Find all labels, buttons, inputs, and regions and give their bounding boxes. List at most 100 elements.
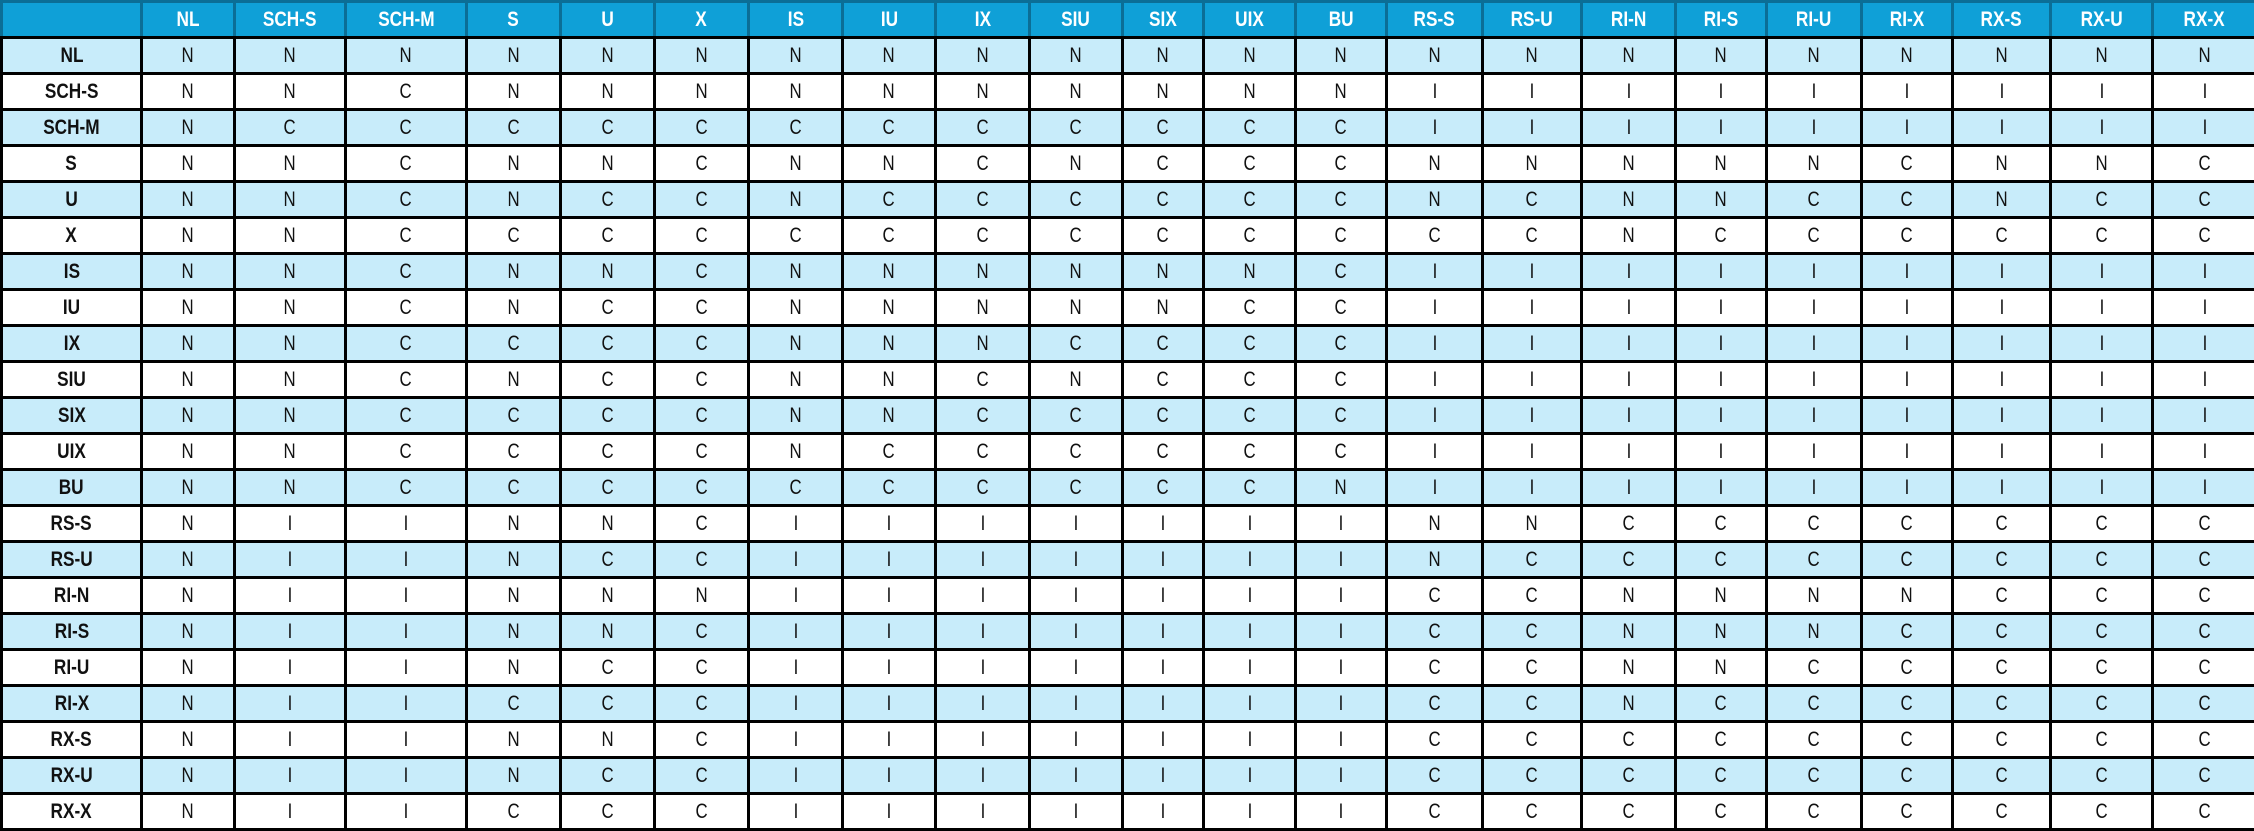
matrix-cell: C — [749, 218, 843, 254]
matrix-cell: N — [749, 182, 843, 218]
matrix-cell: C — [1123, 362, 1204, 398]
cell-value: I — [1999, 368, 2004, 392]
cell-value: I — [980, 692, 985, 716]
row-header-label: SIU — [57, 368, 86, 392]
cell-value: N — [507, 80, 519, 104]
matrix-cell: C — [936, 398, 1030, 434]
cell-value: I — [1530, 440, 1535, 464]
cell-value: C — [1808, 224, 1820, 248]
matrix-cell: C — [655, 326, 749, 362]
matrix-cell: I — [749, 614, 843, 650]
cell-value: N — [1070, 44, 1082, 68]
cell-value: I — [2202, 332, 2207, 356]
cell-value: I — [1905, 260, 1910, 284]
cell-value: C — [1070, 224, 1082, 248]
cell-value: N — [1622, 44, 1634, 68]
cell-value: C — [1715, 548, 1727, 572]
cell-value: C — [400, 260, 412, 284]
cell-value: I — [1161, 656, 1166, 680]
cell-value: N — [789, 368, 801, 392]
matrix-cell: N — [2051, 146, 2153, 182]
cell-value: C — [1622, 764, 1634, 788]
cell-value: C — [1995, 620, 2007, 644]
row-header: RI-S — [2, 614, 142, 650]
matrix-cell: C — [1953, 542, 2051, 578]
cell-value: I — [1999, 116, 2004, 140]
cell-value: I — [1074, 584, 1079, 608]
matrix-cell: I — [1296, 542, 1387, 578]
matrix-cell: N — [1387, 146, 1483, 182]
matrix-cell: I — [2051, 290, 2153, 326]
matrix-cell: C — [467, 794, 561, 830]
cell-value: C — [695, 548, 707, 572]
cell-value: I — [2099, 440, 2104, 464]
column-header-uix: UIX — [1204, 2, 1296, 38]
row-header-label: IS — [63, 260, 79, 284]
matrix-cell: I — [1767, 74, 1862, 110]
matrix-cell: C — [2051, 614, 2153, 650]
cell-value: I — [2202, 296, 2207, 320]
cell-value: I — [793, 800, 798, 824]
cell-value: N — [1901, 44, 1913, 68]
matrix-cell: N — [1030, 74, 1123, 110]
matrix-cell: C — [1030, 470, 1123, 506]
cell-value: I — [887, 620, 892, 644]
matrix-cell: C — [561, 542, 655, 578]
cell-value: N — [182, 116, 194, 140]
matrix-cell: N — [1676, 38, 1767, 74]
column-header-s: S — [467, 2, 561, 38]
matrix-cell: C — [655, 758, 749, 794]
cell-value: C — [789, 224, 801, 248]
cell-value: C — [2095, 548, 2107, 572]
column-header-bu: BU — [1296, 2, 1387, 38]
matrix-cell: I — [1204, 614, 1296, 650]
matrix-cell: I — [1676, 362, 1767, 398]
cell-value: I — [1161, 548, 1166, 572]
cell-value: I — [1999, 332, 2004, 356]
cell-value: C — [507, 800, 519, 824]
cell-value: I — [1626, 116, 1631, 140]
matrix-cell: N — [1387, 182, 1483, 218]
cell-value: C — [1808, 548, 1820, 572]
matrix-cell: C — [1030, 182, 1123, 218]
matrix-cell: I — [346, 542, 467, 578]
cell-value: I — [1432, 368, 1437, 392]
matrix-cell: I — [1483, 362, 1582, 398]
cell-value: N — [1243, 44, 1255, 68]
cell-value: I — [1812, 368, 1817, 392]
matrix-cell: N — [235, 146, 346, 182]
matrix-cell: C — [1387, 578, 1483, 614]
column-header-u: U — [561, 2, 655, 38]
row-header-label: RX-S — [51, 728, 92, 752]
matrix-cell: I — [1204, 758, 1296, 794]
row-header: RS-U — [2, 542, 142, 578]
matrix-cell: C — [2153, 686, 2254, 722]
row-header-label: SCH-M — [43, 116, 99, 140]
cell-value: I — [1161, 692, 1166, 716]
cell-value: C — [695, 800, 707, 824]
cell-value: I — [1999, 440, 2004, 464]
cell-value: I — [2202, 368, 2207, 392]
cell-value: I — [793, 728, 798, 752]
cell-value: C — [400, 152, 412, 176]
column-header-rx-x: RX-X — [2153, 2, 2254, 38]
matrix-cell: N — [142, 218, 235, 254]
matrix-cell: C — [346, 254, 467, 290]
cell-value: I — [793, 512, 798, 536]
matrix-cell: N — [235, 434, 346, 470]
cell-value: I — [1432, 476, 1437, 500]
matrix-cell: C — [1862, 650, 1953, 686]
cell-value: N — [601, 152, 613, 176]
matrix-cell: C — [1387, 686, 1483, 722]
matrix-cell: I — [1862, 398, 1953, 434]
cell-value: I — [2099, 260, 2104, 284]
matrix-cell: N — [1030, 146, 1123, 182]
cell-value: I — [887, 548, 892, 572]
cell-value: N — [1622, 620, 1634, 644]
cell-value: N — [1243, 80, 1255, 104]
matrix-cell: I — [936, 722, 1030, 758]
cell-value: I — [288, 692, 293, 716]
